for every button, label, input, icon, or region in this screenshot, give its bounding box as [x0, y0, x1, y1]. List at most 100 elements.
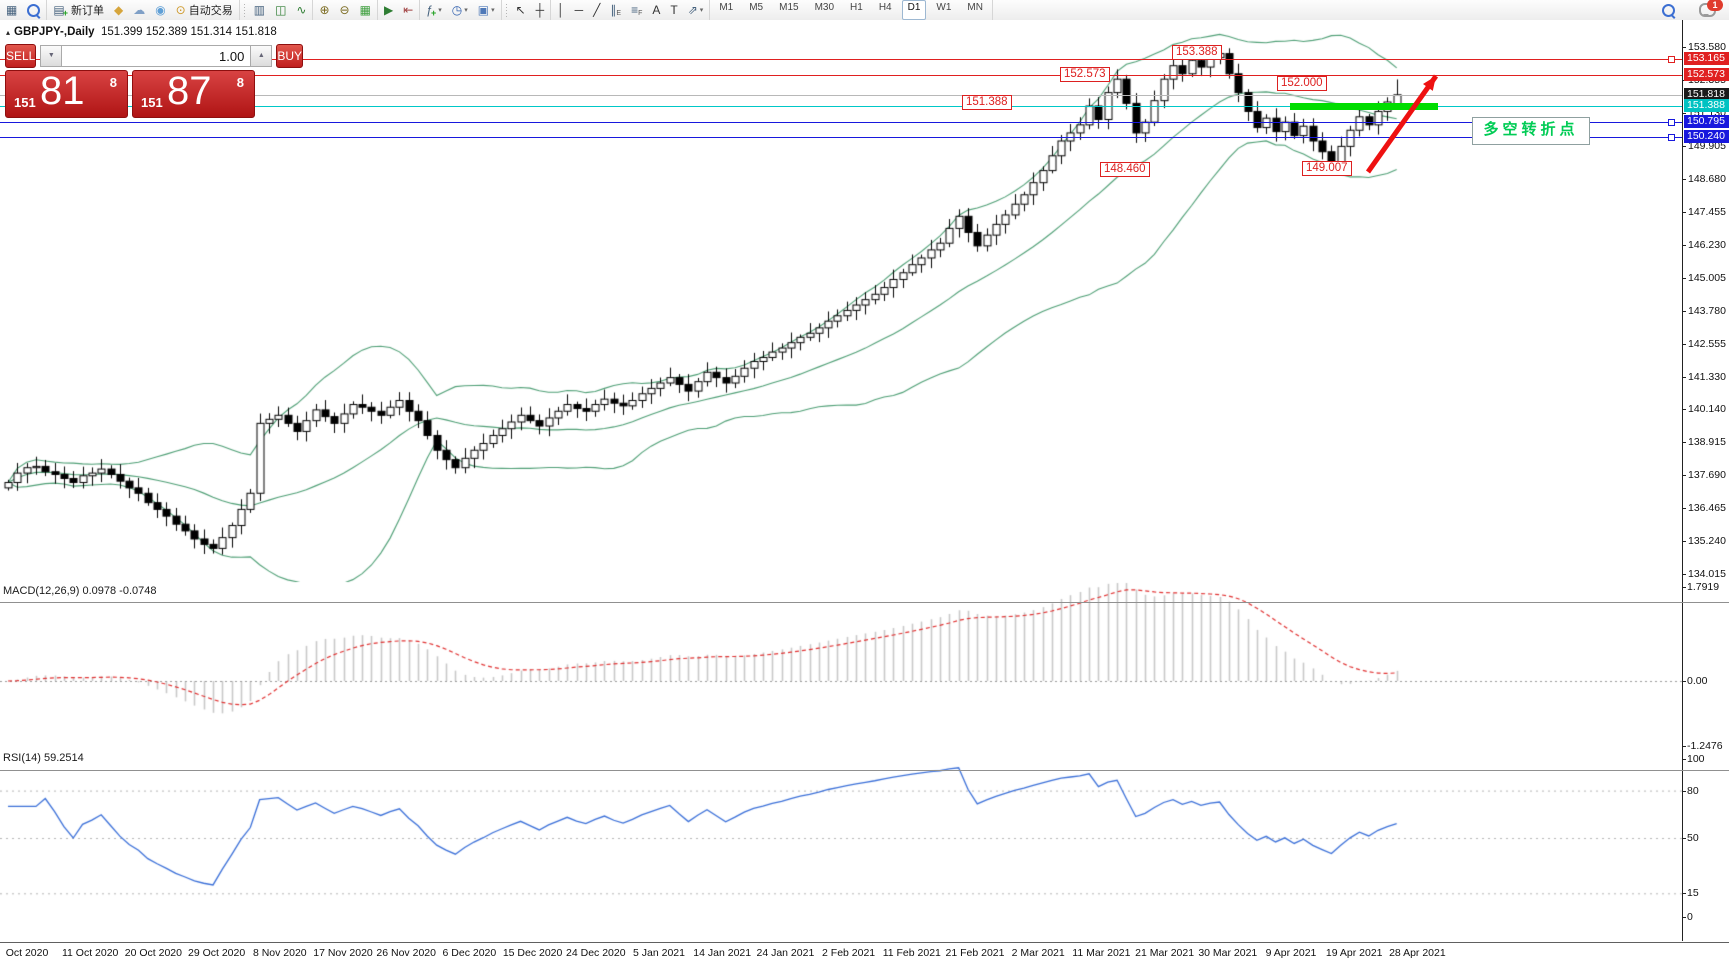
axis-tick-mark — [1683, 917, 1686, 918]
ohlc-readout: 151.399 152.389 151.314 151.818 — [100, 26, 277, 38]
horizontal-line-151.388[interactable] — [0, 106, 1682, 108]
support-zone-rectangle[interactable] — [1290, 102, 1438, 110]
chat-button[interactable]: 1 — [1681, 0, 1723, 20]
timeframe-m1-button[interactable]: M1 — [719, 2, 734, 13]
rsi-pane-separator[interactable] — [0, 770, 1729, 771]
buy-button[interactable]: BUY — [276, 44, 304, 68]
one-click-collapse-icon[interactable]: ▴ — [6, 28, 11, 37]
rsi-name: RSI(14) — [3, 752, 41, 764]
horizontal-line-150.24[interactable] — [0, 137, 1682, 139]
axis-tick-mark — [1683, 474, 1686, 476]
horizontal-line-152.573[interactable] — [0, 74, 1682, 76]
axis-tick-mark — [1683, 179, 1686, 181]
cursor-button[interactable]: ↖ — [512, 0, 530, 20]
axis-tick-mark — [1683, 343, 1686, 345]
preview-button[interactable] — [23, 0, 44, 20]
sell-button[interactable]: SELL — [5, 44, 37, 68]
toolbar-group-4: ▶ ⇤ — [378, 0, 421, 20]
axis-tick-mark — [1683, 80, 1686, 82]
price-label-149.007[interactable]: 149.007 — [1302, 161, 1352, 176]
macd-name: MACD(12,26,9) — [3, 585, 80, 597]
axis-tick-mark — [1683, 113, 1686, 115]
timeframe-d1-button[interactable]: D1 — [901, 0, 927, 20]
macd-pane-separator[interactable] — [0, 602, 1729, 603]
vertical-line-button[interactable]: │ — [553, 0, 569, 20]
axis-tick-mark — [1683, 47, 1686, 49]
toolbar-drag-handle[interactable] — [504, 3, 509, 17]
ask-big-digits: 87 — [167, 69, 212, 113]
date-label: 26 Nov 2020 — [376, 947, 436, 959]
new-order-button[interactable]: ▤ + 新订单 — [49, 0, 108, 20]
bar-chart-button[interactable]: ▥ — [250, 0, 269, 20]
date-label: Oct 2020 — [5, 947, 49, 959]
tile-windows-button[interactable]: ▦ — [356, 0, 375, 20]
line-handle[interactable] — [1668, 119, 1675, 127]
toolbar-group-7: │ ─ ╱ ∥ E ≡ F A T ⇗ ▾ — [551, 0, 711, 20]
signals-button[interactable]: ◉ — [151, 0, 169, 20]
indicators-icon: ƒ — [426, 3, 433, 17]
equidistant-channel-icon: ∥ — [610, 3, 617, 17]
crosshair-button[interactable]: ┼ — [532, 0, 549, 20]
price-badge-150.24: 150.240 — [1684, 130, 1729, 144]
timeframe-h4-button[interactable]: H4 — [878, 2, 892, 13]
ask-quote-button[interactable]: 151 87 8 — [132, 69, 255, 118]
equidistant-channel-button[interactable]: ∥ E — [606, 0, 625, 20]
timeframe-m5-button[interactable]: M5 — [749, 2, 764, 13]
price-label-152.000[interactable]: 152.000 — [1277, 76, 1327, 91]
price-label-148.460[interactable]: 148.460 — [1100, 162, 1150, 177]
trendline-button[interactable]: ╱ — [589, 0, 604, 20]
macd-pane-label: MACD(12,26,9) 0.0978 -0.0748 — [3, 585, 157, 597]
virtual-hosting-button[interactable]: ☁ — [129, 0, 149, 20]
horizontal-line-153.165[interactable] — [0, 58, 1682, 60]
chart-window-button[interactable]: ▦ — [2, 0, 21, 20]
trend-arrow[interactable] — [1360, 70, 1446, 182]
volume-increase-button[interactable]: ▲ — [250, 45, 273, 67]
chart-canvas[interactable] — [0, 20, 1729, 941]
search-button[interactable] — [1658, 0, 1679, 20]
horizontal-line-button[interactable]: ─ — [571, 0, 588, 20]
timeframe-h1-button[interactable]: H1 — [850, 2, 863, 13]
zoom-out-icon: ⊖ — [339, 3, 350, 17]
price-tick-label: 137.690 — [1688, 468, 1726, 481]
timeframe-mn-button[interactable]: MN — [967, 2, 983, 13]
macd-axis-label: 0.00 — [1687, 675, 1708, 687]
current-price-line[interactable] — [0, 94, 1682, 96]
timeframe-w1-button[interactable]: W1 — [936, 2, 952, 13]
candlestick-chart-button[interactable]: ◫ — [271, 0, 290, 20]
toolbar-drag-handle[interactable] — [242, 3, 247, 17]
price-tick-label: 148.680 — [1688, 173, 1726, 186]
text-button[interactable]: A — [648, 0, 664, 20]
line-handle[interactable] — [1668, 55, 1675, 63]
text-label-button[interactable]: T — [666, 0, 681, 20]
autotrading-button[interactable]: ⊙ 自动交易 — [172, 0, 237, 20]
line-handle[interactable] — [1668, 134, 1675, 142]
market-depth-button[interactable]: ◆ — [110, 0, 127, 20]
annotation-note[interactable]: 多空转折点 — [1472, 117, 1590, 145]
auto-scroll-button[interactable]: ▶ — [380, 0, 397, 20]
chart-shift-button[interactable]: ⇤ — [399, 0, 417, 20]
axis-tick-mark — [1683, 540, 1686, 542]
line-chart-button[interactable]: ∿ — [292, 0, 310, 20]
date-label: 5 Jan 2021 — [633, 947, 685, 959]
timeframe-m15-button[interactable]: M15 — [779, 2, 799, 13]
zoom-out-button[interactable]: ⊖ — [336, 0, 354, 20]
price-label-153.388[interactable]: 153.388 — [1172, 45, 1222, 60]
horizontal-line-150.795[interactable] — [0, 122, 1682, 124]
timeframe-m30-button[interactable]: M30 — [814, 2, 835, 13]
zoom-in-button[interactable]: ⊕ — [315, 0, 333, 20]
virtual-hosting-icon: ☁ — [133, 3, 146, 17]
periods-button[interactable]: ◷ ▾ — [448, 0, 472, 20]
arrows-button[interactable]: ⇗ ▾ — [684, 0, 708, 20]
templates-button[interactable]: ▣ ▾ — [474, 0, 499, 20]
volume-decrease-button[interactable]: ▼ — [40, 45, 63, 67]
price-label-152.573[interactable]: 152.573 — [1060, 67, 1110, 82]
toolbar-group-1: ▤ + 新订单 ◆ ☁ ◉ ⊙ 自动交易 — [47, 0, 240, 20]
volume-stepper: ▼ ▲ — [40, 45, 273, 67]
indicators-button[interactable]: ƒ + ▾ — [422, 0, 445, 20]
rsi-value: 59.2514 — [43, 752, 84, 764]
volume-input[interactable] — [62, 45, 251, 67]
signals-icon: ◉ — [155, 3, 166, 17]
fibonacci-button[interactable]: ≡ F — [627, 0, 646, 20]
price-label-151.388[interactable]: 151.388 — [962, 95, 1012, 110]
bid-quote-button[interactable]: 151 81 8 — [5, 69, 128, 118]
